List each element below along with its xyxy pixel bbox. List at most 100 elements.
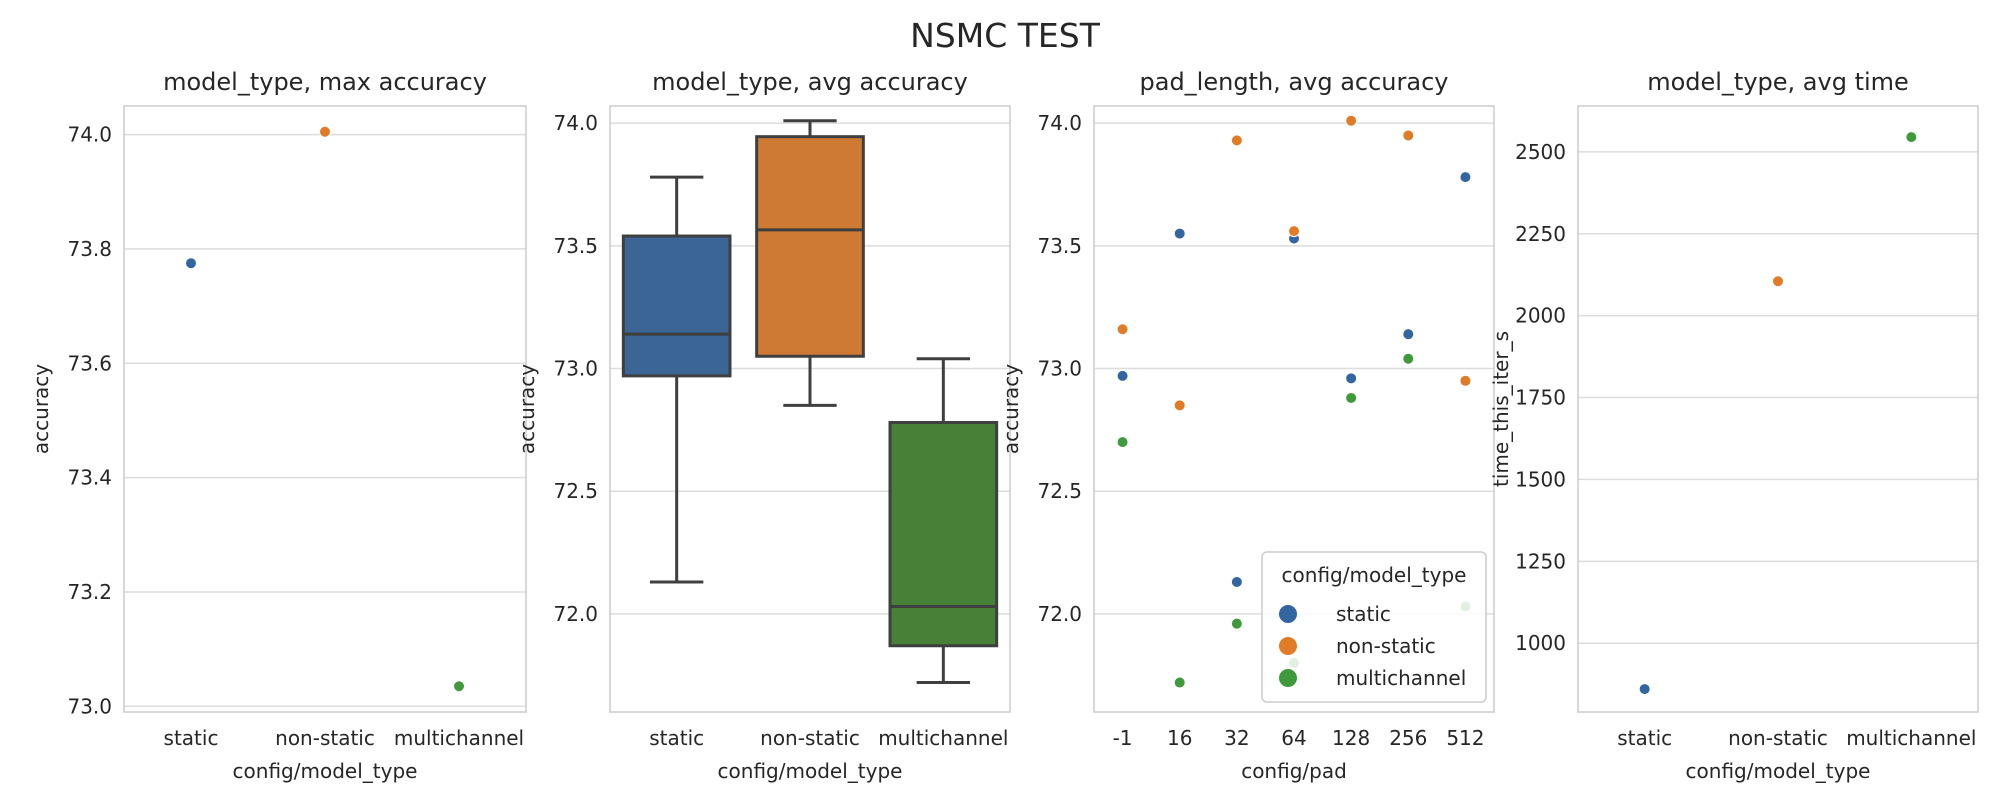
box-non-static [755,119,865,407]
subplot-3: 72.0 72.5 73.0 73.5 74.0 -1 16 32 64 128 256 512 pad… [999,68,1495,783]
y-tick-label: 74.0 [67,123,112,147]
y-axis-label: accuracy [999,364,1023,454]
y-tick-label: 72.0 [1037,602,1082,626]
axes-frame [609,105,1011,713]
point-non-static-512 [1459,374,1472,387]
y-tick-label: 73.5 [1037,234,1082,258]
legend-label-static: static [1336,602,1391,626]
x-tick-label: static [649,726,704,750]
point-non-static-32 [1230,134,1243,147]
point-multichannel-256 [1402,352,1415,365]
x-tick-label: multichannel [394,726,524,750]
y-tick-label: 73.5 [553,234,598,258]
x-axis-label: config/pad [1241,759,1347,783]
point-multichannel-16 [1173,676,1186,689]
point-multichannel-multichannel [453,680,465,693]
point-static-256 [1402,328,1415,341]
y-tick-label: 73.4 [67,466,112,490]
y-tick-label: 74.0 [553,111,598,135]
point-static-static [185,257,197,270]
x-tick-label: 256 [1389,726,1427,750]
y-tick-label: 73.8 [67,237,112,261]
point-multichannel-multichannel [1905,131,1918,144]
subplot-1: 73.0 73.2 73.4 73.6 73.8 74.0 static non-static… [29,68,527,783]
y-tick-label: 1000 [1515,631,1566,655]
legend-marker-non-static [1279,637,1297,655]
x-axis-label: config/model_type [718,759,903,783]
x-tick-label: 16 [1167,726,1192,750]
x-tick-label: static [164,726,219,750]
subplot-title: model_type, avg time [1647,68,1909,96]
axes-frame [1577,105,1979,713]
y-tick-label: 72.5 [553,479,598,503]
y-tick-label: 72.0 [553,602,598,626]
point-non-static-non-static [1772,275,1784,288]
point-non-static-64 [1288,225,1300,238]
x-tick-label: non-static [760,726,860,750]
y-tick-label: 73.6 [67,351,112,375]
figure-title: NSMC TEST [910,16,1100,55]
point-non-static-128 [1345,114,1358,127]
point-static-128 [1345,372,1358,385]
point-static--1 [1116,369,1129,382]
x-tick-label: 128 [1332,726,1370,750]
x-axis-label: config/model_type [233,759,418,783]
box-iqr [755,135,865,358]
legend-label-non-static: non-static [1336,634,1436,658]
y-tick-label: 73.0 [1037,357,1082,381]
x-tick-label: -1 [1113,726,1133,750]
legend-marker-static [1279,605,1297,623]
y-tick-label: 73.0 [553,357,598,381]
subplot-4: 1000 1250 1500 1750 2000 2250 2500 static non-st… [1489,68,1979,783]
subplot-2: 72.0 72.5 73.0 73.5 74.0 static non-static mult… [515,68,1011,783]
x-tick-label: non-static [1728,726,1828,750]
y-tick-label: 2000 [1515,304,1566,328]
axes-frame [1093,105,1495,713]
y-tick-label: 74.0 [1037,111,1082,135]
y-tick-label: 73.2 [67,580,112,604]
x-tick-label: 32 [1224,726,1249,750]
legend-box [1261,551,1487,703]
box-iqr [888,420,999,648]
point-non-static-non-static [319,125,331,138]
legend-label-multichannel: multichannel [1336,666,1466,690]
point-multichannel-128 [1345,391,1358,404]
x-tick-label: static [1617,726,1672,750]
box-static [621,175,732,584]
point-static-32 [1230,575,1243,588]
subplot-title: model_type, avg accuracy [652,68,968,96]
legend-title: config/model_type [1282,563,1467,587]
subplot-title: model_type, max accuracy [163,68,487,96]
point-multichannel-32 [1230,617,1243,630]
legend-marker-multichannel [1279,669,1297,687]
y-tick-label: 1500 [1515,467,1566,491]
y-axis-label: accuracy [29,364,53,454]
y-tick-label: 2250 [1515,222,1566,246]
y-tick-label: 2500 [1515,140,1566,164]
x-tick-label: multichannel [1846,726,1976,750]
y-tick-label: 1250 [1515,549,1566,573]
x-axis-label: config/model_type [1686,759,1871,783]
x-tick-label: 64 [1281,726,1306,750]
box-multichannel [888,357,999,685]
point-static-static [1638,683,1651,696]
point-non-static-256 [1402,129,1415,142]
point-static-512 [1459,171,1472,184]
y-tick-label: 1750 [1515,386,1566,410]
point-static-16 [1173,227,1186,240]
x-tick-label: multichannel [878,726,1008,750]
point-non-static-16 [1173,399,1186,412]
y-tick-label: 72.5 [1037,479,1082,503]
x-tick-label: 512 [1446,726,1484,750]
axes-frame [123,105,527,713]
box-iqr [621,234,732,378]
y-tick-label: 73.0 [67,694,112,718]
point-non-static--1 [1116,323,1129,336]
point-multichannel--1 [1116,436,1129,449]
y-axis-label: time_this_iter_s [1489,331,1513,487]
x-tick-label: non-static [275,726,375,750]
y-axis-label: accuracy [515,364,539,454]
